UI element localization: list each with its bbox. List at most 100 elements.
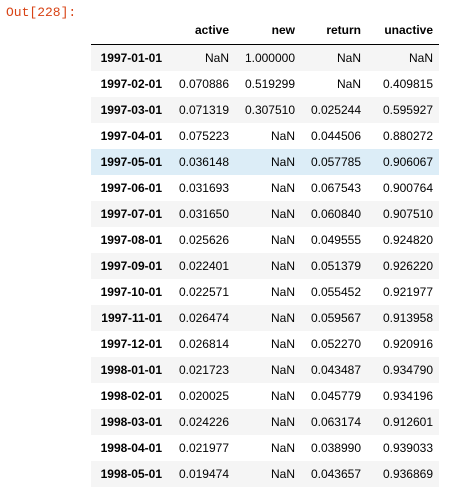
table-header: active new return unactive	[91, 16, 439, 45]
table-cell-unactive: 0.934790	[382, 362, 433, 377]
table-cell-active: 0.026814	[178, 336, 229, 351]
table-row: 1998-01-01 0.021723 NaN 0.043487 0.934790	[91, 356, 439, 383]
table-cell-unactive: 0.595927	[382, 102, 433, 117]
row-index: 1997-12-01	[100, 336, 162, 351]
table-row: 1997-08-01 0.025626 NaN 0.049555 0.924820	[91, 226, 439, 253]
table-cell-new: NaN	[270, 206, 295, 221]
table-cell-new: NaN	[270, 232, 295, 247]
table-row: 1997-10-01 0.022571 NaN 0.055452 0.921977	[91, 278, 439, 305]
table-cell-active: 0.031650	[178, 206, 229, 221]
table-cell-new: 1.000000	[244, 50, 295, 65]
row-index: 1997-08-01	[100, 232, 162, 247]
table-cell-active: 0.036148	[178, 154, 229, 169]
table-cell-active: 0.021723	[178, 362, 229, 377]
row-index: 1998-05-01	[100, 466, 162, 481]
table-cell-return: 0.052270	[310, 336, 361, 351]
row-index: 1997-05-01	[100, 154, 162, 169]
table-cell-return: 0.067543	[310, 180, 361, 195]
table-cell-new: NaN	[270, 258, 295, 273]
column-header-active: active	[168, 16, 235, 45]
table-cell-return: 0.049555	[310, 232, 361, 247]
row-index: 1997-04-01	[100, 128, 162, 143]
table-cell-return: 0.051379	[310, 258, 361, 273]
table-cell-new: 0.307510	[244, 102, 295, 117]
table-cell-active: 0.020025	[178, 388, 229, 403]
table-row: 1997-03-01 0.071319 0.307510 0.025244 0.5959…	[91, 96, 439, 123]
table-cell-active: 0.025626	[178, 232, 229, 247]
table-cell-unactive: 0.924820	[382, 232, 433, 247]
table-row: 1997-05-01 0.036148 NaN 0.057785 0.906067	[91, 148, 439, 175]
column-header-unactive: unactive	[367, 16, 439, 45]
table-cell-new: NaN	[270, 128, 295, 143]
table-cell-return: 0.045779	[310, 388, 361, 403]
table-cell-new: NaN	[270, 284, 295, 299]
table-cell-unactive: 0.913958	[382, 310, 433, 325]
table-cell-active: 0.022401	[178, 258, 229, 273]
header-row: active new return unactive	[91, 16, 439, 45]
table-cell-new: NaN	[270, 180, 295, 195]
table-cell-new: NaN	[270, 414, 295, 429]
table-cell-new: NaN	[270, 466, 295, 481]
table-cell-unactive: 0.936869	[382, 466, 433, 481]
table-cell-active: 0.075223	[178, 128, 229, 143]
table-cell-new: NaN	[270, 440, 295, 455]
table-cell-return: NaN	[336, 50, 361, 65]
row-index: 1998-04-01	[100, 440, 162, 455]
table-row: 1997-04-01 0.075223 NaN 0.044506 0.880272	[91, 122, 439, 149]
table-row: 1997-06-01 0.031693 NaN 0.067543 0.900764	[91, 174, 439, 201]
table-row: 1997-02-01 0.070886 0.519299 NaN 0.409815	[91, 70, 439, 97]
column-header-new: new	[235, 16, 301, 45]
table-row: 1998-05-01 0.019474 NaN 0.043657 0.936869	[91, 460, 439, 487]
table-cell-unactive: 0.906067	[382, 154, 433, 169]
table-cell-return: 0.043487	[310, 362, 361, 377]
table-cell-return: 0.060840	[310, 206, 361, 221]
table-cell-return: NaN	[336, 76, 361, 91]
table-cell-unactive: 0.939033	[382, 440, 433, 455]
table-cell-new: NaN	[270, 310, 295, 325]
table-cell-unactive: 0.920916	[382, 336, 433, 351]
row-index: 1997-02-01	[100, 76, 162, 91]
row-index: 1998-02-01	[100, 388, 162, 403]
row-index: 1998-03-01	[100, 414, 162, 429]
table-row: 1998-04-01 0.021977 NaN 0.038990 0.939033	[91, 434, 439, 461]
table-cell-unactive: 0.880272	[382, 128, 433, 143]
row-index: 1997-09-01	[100, 258, 162, 273]
table-row: 1998-02-01 0.020025 NaN 0.045779 0.934196	[91, 382, 439, 409]
table-cell-unactive: 0.934196	[382, 388, 433, 403]
table-cell-active: 0.021977	[178, 440, 229, 455]
row-index: 1998-01-01	[100, 362, 162, 377]
table-cell-return: 0.038990	[310, 440, 361, 455]
table-cell-active: 0.026474	[178, 310, 229, 325]
row-index: 1997-07-01	[100, 206, 162, 221]
table-cell-active: 0.031693	[178, 180, 229, 195]
row-index: 1997-10-01	[100, 284, 162, 299]
row-index: 1997-11-01	[101, 310, 162, 325]
table-row: 1997-01-01 NaN 1.000000 NaN NaN	[91, 44, 439, 71]
table-cell-new: 0.519299	[244, 76, 295, 91]
table-cell-return: 0.057785	[310, 154, 361, 169]
table-cell-active: 0.024226	[178, 414, 229, 429]
table-cell-return: 0.063174	[310, 414, 361, 429]
table-cell-unactive: 0.409815	[382, 76, 433, 91]
dataframe-output: active new return unactive 1997-01-01 NaN…	[91, 16, 439, 487]
table-row: 1997-11-01 0.026474 NaN 0.059567 0.913958	[91, 304, 439, 331]
table-cell-new: NaN	[270, 336, 295, 351]
table-cell-unactive: 0.926220	[382, 258, 433, 273]
table-row: 1998-03-01 0.024226 NaN 0.063174 0.912601	[91, 408, 439, 435]
table-cell-new: NaN	[270, 362, 295, 377]
table-cell-unactive: 0.900764	[382, 180, 433, 195]
row-index: 1997-03-01	[100, 102, 162, 117]
row-index: 1997-01-01	[100, 50, 162, 65]
table-row: 1997-12-01 0.026814 NaN 0.052270 0.920916	[91, 330, 439, 357]
table-cell-unactive: 0.907510	[382, 206, 433, 221]
row-index: 1997-06-01	[100, 180, 162, 195]
table-cell-active: 0.022571	[178, 284, 229, 299]
index-header	[91, 16, 168, 45]
table-cell-unactive: 0.912601	[382, 414, 433, 429]
output-prompt: Out[228]:	[6, 5, 77, 20]
table-body: 1997-01-01 NaN 1.000000 NaN NaN 1997-02-01 0.0…	[91, 44, 439, 487]
dataframe-table: active new return unactive 1997-01-01 NaN…	[91, 16, 439, 487]
table-cell-return: 0.043657	[310, 466, 361, 481]
table-cell-new: NaN	[270, 154, 295, 169]
table-row: 1997-07-01 0.031650 NaN 0.060840 0.907510	[91, 200, 439, 227]
